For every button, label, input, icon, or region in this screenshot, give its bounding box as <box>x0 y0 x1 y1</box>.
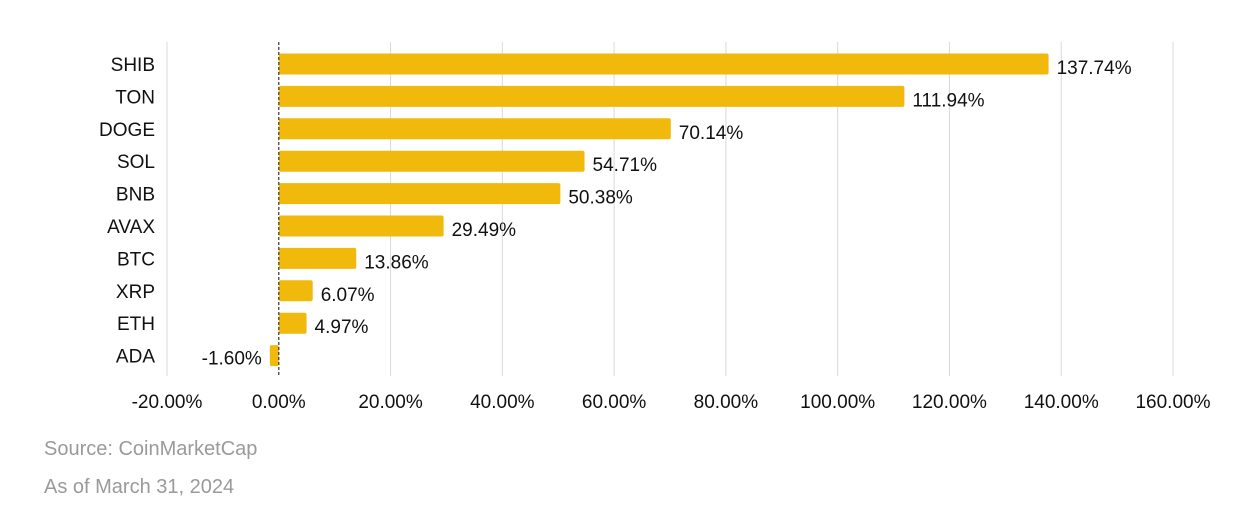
bar-avax <box>278 215 444 237</box>
category-label-doge: DOGE <box>99 120 155 141</box>
category-label-avax: AVAX <box>107 217 155 238</box>
x-tick-label: 20.00% <box>358 392 423 413</box>
x-tick-label: 160.00% <box>1135 392 1210 413</box>
category-label-btc: BTC <box>117 249 155 270</box>
data-label-avax: 29.49% <box>452 220 517 241</box>
x-tick-label: 100.00% <box>800 392 875 413</box>
category-label-sol: SOL <box>117 152 155 173</box>
x-tick-label: 80.00% <box>694 392 759 413</box>
bar-xrp <box>278 280 313 302</box>
category-label-shib: SHIB <box>111 55 155 76</box>
category-labels: SHIB TON DOGE SOL BNB AVAX BTC XRP ETH ADA <box>99 55 155 368</box>
category-label-ada: ADA <box>116 347 155 368</box>
data-label-bnb: 50.38% <box>568 188 633 209</box>
source-note: Source: CoinMarketCap <box>44 438 258 460</box>
data-label-ada: -1.60% <box>202 349 262 370</box>
bar-bnb <box>278 183 561 205</box>
data-label-eth: 4.97% <box>315 317 369 338</box>
bar-btc <box>278 247 357 269</box>
data-label-sol: 54.71% <box>593 155 658 176</box>
data-label-btc: 13.86% <box>364 252 429 273</box>
bar-doge <box>278 118 671 140</box>
bars <box>269 53 1049 367</box>
data-label-xrp: 6.07% <box>321 285 375 306</box>
x-tick-label: 120.00% <box>912 392 987 413</box>
category-label-xrp: XRP <box>116 282 155 303</box>
x-tick-label: 60.00% <box>582 392 647 413</box>
data-label-ton: 111.94% <box>912 90 984 111</box>
data-label-shib: 137.74% <box>1057 58 1132 79</box>
bar-chart: SHIB TON DOGE SOL BNB AVAX BTC XRP ETH ADA 137.74… <box>99 42 1211 413</box>
value-labels: 137.74% 111.94% 70.14% 54.71% 50.38% 29.49% 13… <box>202 58 1132 370</box>
category-label-ton: TON <box>115 87 155 108</box>
x-tick-label: 0.00% <box>252 392 306 413</box>
category-label-bnb: BNB <box>116 185 155 206</box>
data-label-doge: 70.14% <box>679 123 744 144</box>
bar-eth <box>278 312 307 334</box>
bar-sol <box>278 150 585 172</box>
x-tick-label: 140.00% <box>1024 392 1099 413</box>
bar-ada <box>269 345 279 367</box>
date-note: As of March 31, 2024 <box>44 476 235 498</box>
category-label-eth: ETH <box>117 314 155 335</box>
x-tick-label: -20.00% <box>132 392 203 413</box>
x-axis-ticks: -20.00% 0.00% 20.00% 40.00% 60.00% 80.00% 100.… <box>132 392 1211 413</box>
bar-shib <box>278 53 1049 75</box>
x-tick-label: 40.00% <box>470 392 535 413</box>
bar-ton <box>278 85 905 107</box>
